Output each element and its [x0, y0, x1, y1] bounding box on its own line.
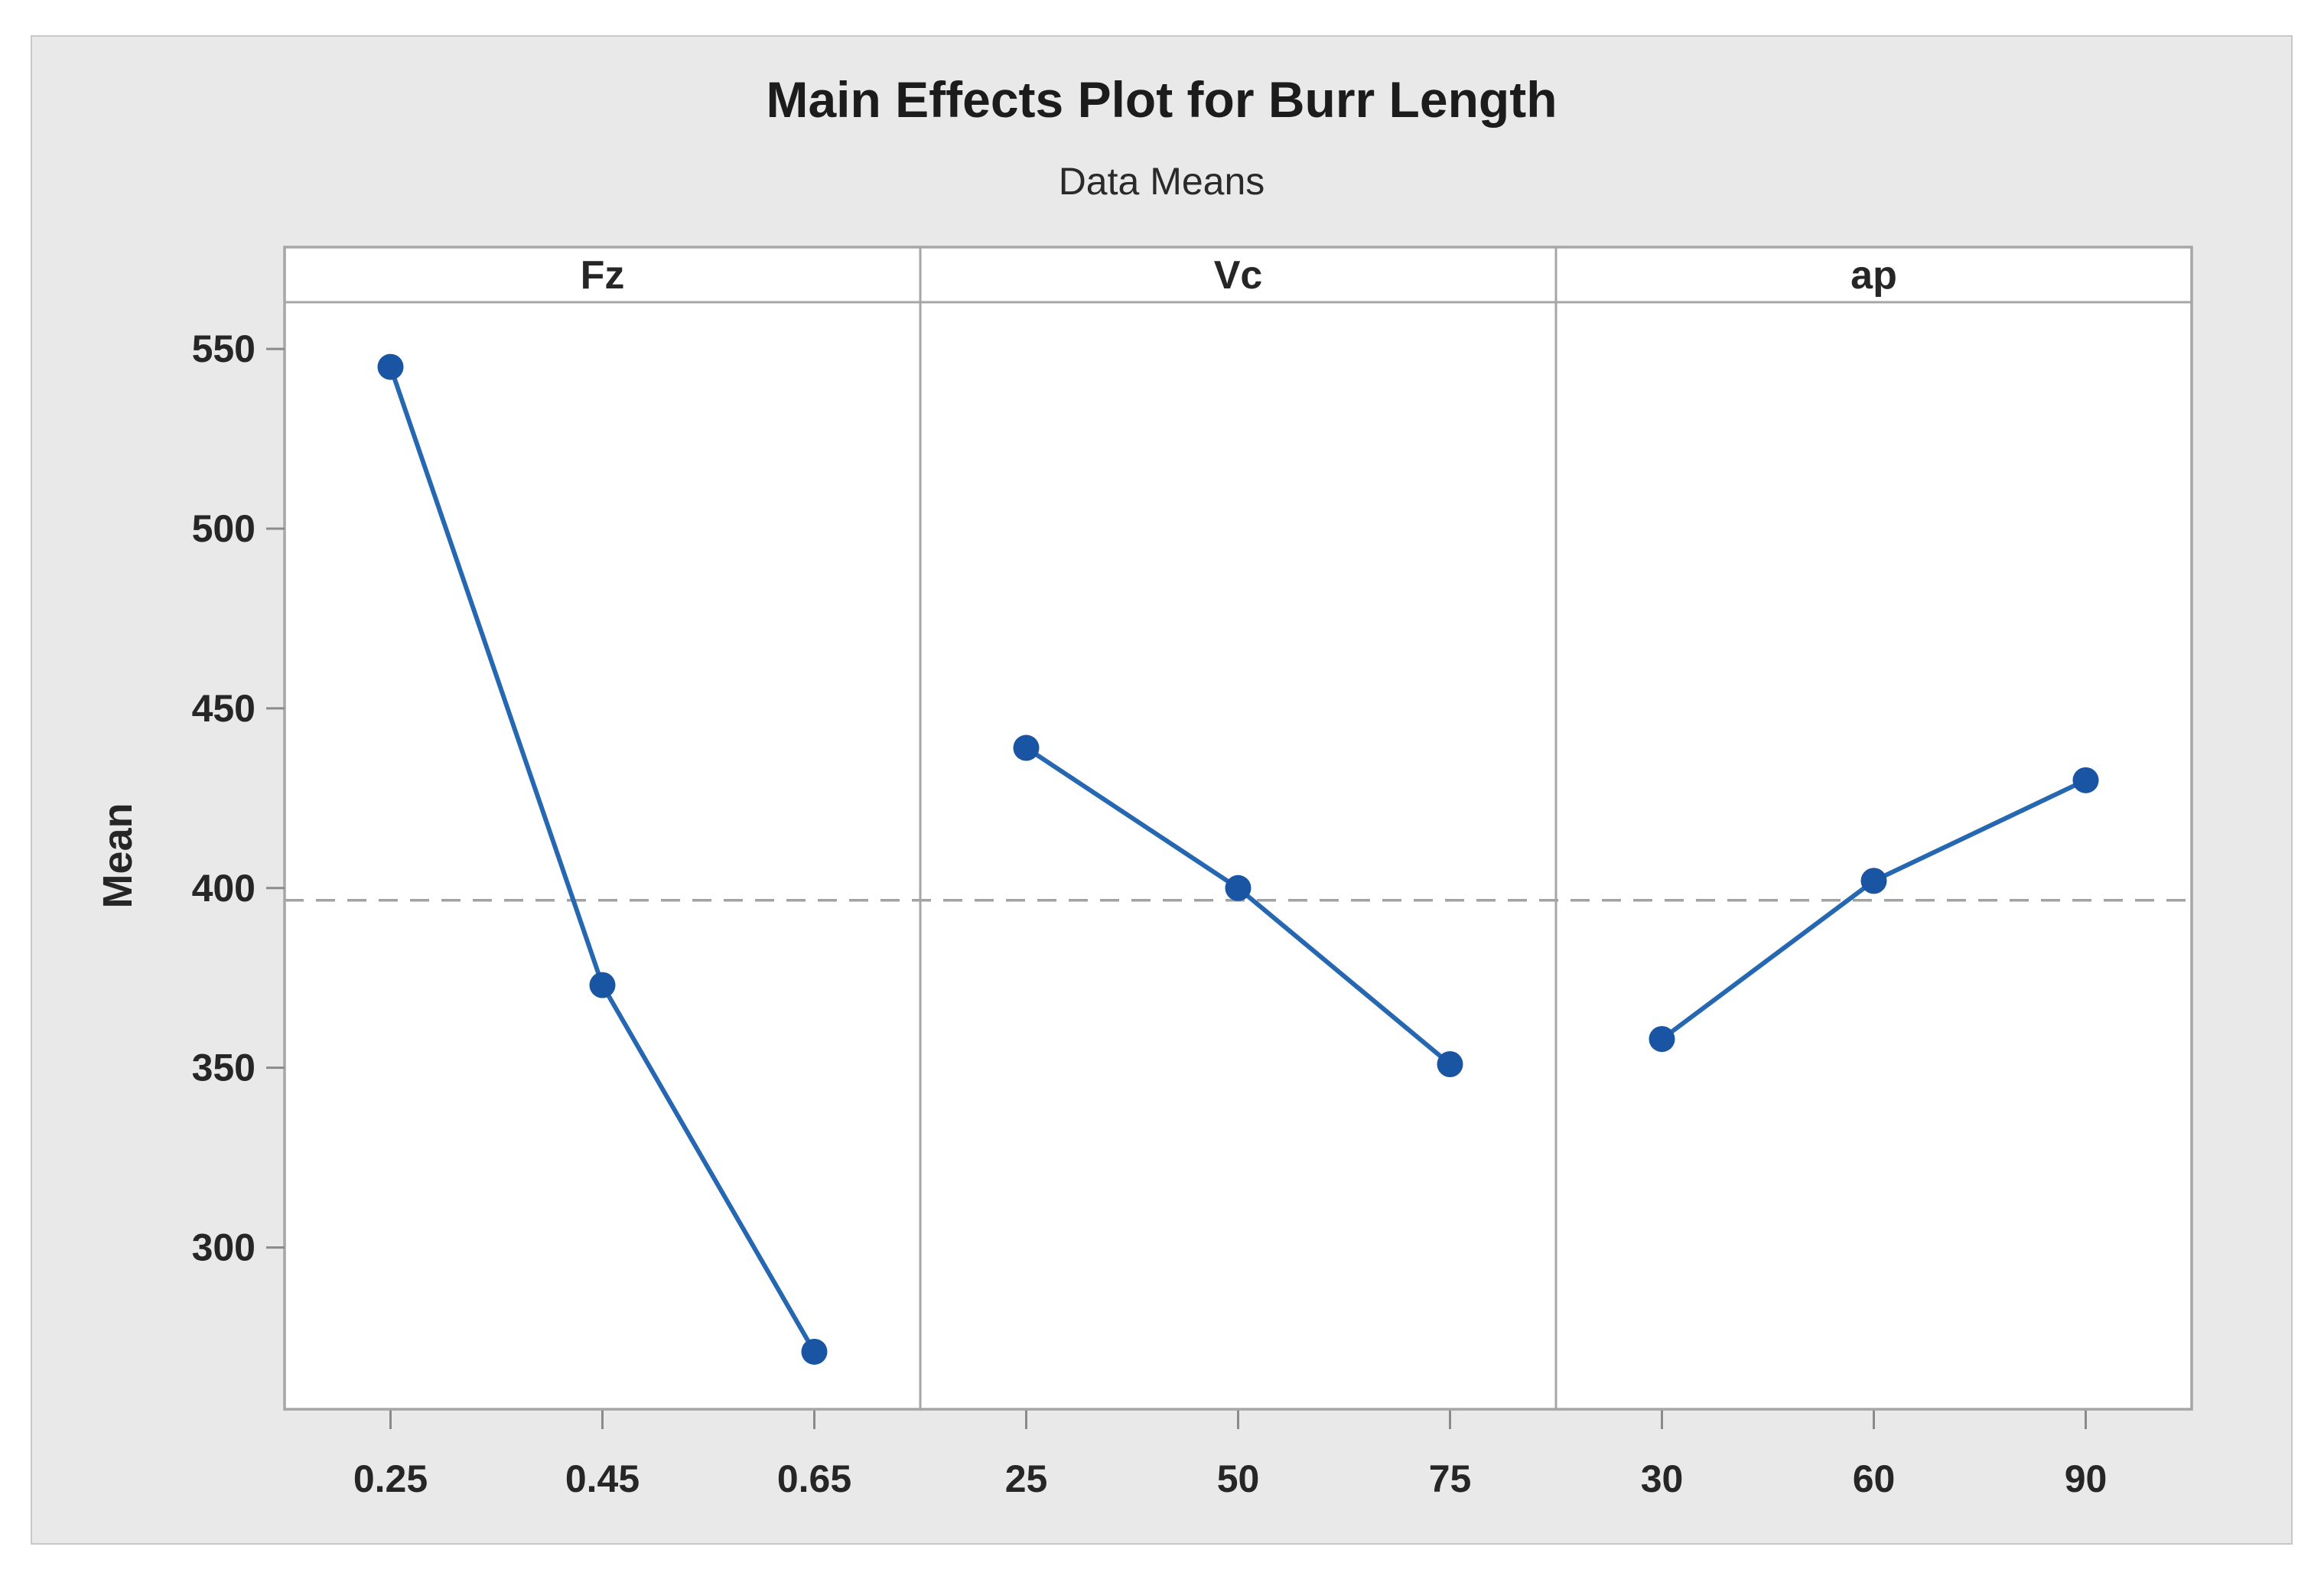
x-tick-label: 0.65: [777, 1457, 851, 1500]
y-tick-label: 400: [192, 867, 256, 910]
data-point-ap-60: [1860, 868, 1887, 894]
y-tick-label: 350: [192, 1047, 256, 1089]
chart-subtitle: Data Means: [1058, 160, 1265, 203]
y-axis-title: Mean: [95, 803, 141, 908]
x-tick-label: 30: [1641, 1457, 1684, 1500]
plot-frame: [283, 246, 2193, 1411]
data-point-Fz-0.25: [377, 353, 404, 380]
panel-header-Vc: Vc: [1214, 253, 1263, 298]
plot-background: [285, 247, 2192, 1409]
data-point-ap-90: [2072, 767, 2099, 793]
x-tick-label: 90: [2065, 1457, 2108, 1500]
panel-header-Fz: Fz: [581, 253, 625, 298]
y-tick-label: 450: [192, 687, 256, 730]
data-point-Vc-50: [1225, 874, 1252, 901]
data-point-Fz-0.45: [589, 972, 616, 998]
chart-title: Main Effects Plot for Burr Length: [766, 71, 1557, 128]
x-tick-label: 0.45: [565, 1457, 640, 1500]
x-tick-label: 0.25: [353, 1457, 428, 1500]
y-tick-label: 550: [192, 327, 256, 370]
panel-header-ap: ap: [1850, 253, 1897, 298]
x-tick-label: 50: [1217, 1457, 1260, 1500]
x-tick-label: 60: [1853, 1457, 1896, 1500]
data-point-Fz-0.65: [801, 1338, 828, 1365]
y-tick-label: 500: [192, 507, 256, 550]
data-point-Vc-75: [1437, 1050, 1463, 1077]
data-point-Vc-25: [1013, 734, 1040, 761]
y-tick-label: 300: [192, 1226, 256, 1269]
data-point-ap-30: [1649, 1026, 1675, 1053]
x-tick-label: 75: [1429, 1457, 1472, 1500]
x-tick-label: 25: [1005, 1457, 1048, 1500]
